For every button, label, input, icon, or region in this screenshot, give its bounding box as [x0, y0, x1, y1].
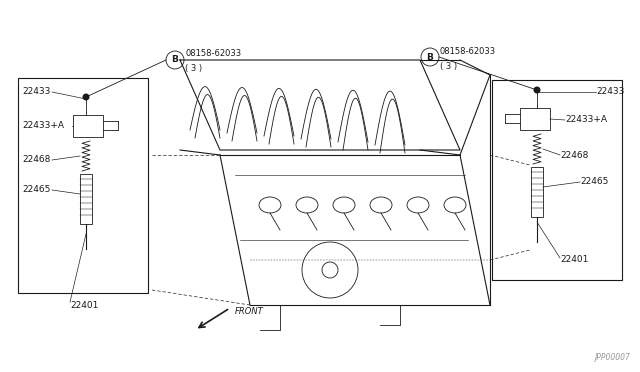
Text: ( 3 ): ( 3 ) — [185, 64, 202, 74]
Circle shape — [83, 93, 90, 100]
Bar — [531, 167, 543, 217]
Text: 08158-62033: 08158-62033 — [440, 46, 496, 55]
Text: 22433+A: 22433+A — [565, 115, 607, 125]
Text: 22465: 22465 — [22, 186, 51, 195]
Circle shape — [534, 87, 541, 93]
Text: 22401: 22401 — [70, 301, 99, 310]
Text: B: B — [172, 55, 179, 64]
Text: FRONT: FRONT — [235, 307, 264, 315]
Text: 22468: 22468 — [22, 155, 51, 164]
Bar — [18, 78, 148, 293]
Text: 22465: 22465 — [580, 177, 609, 186]
Text: JPP00007: JPP00007 — [594, 353, 630, 362]
Bar — [73, 115, 103, 137]
Text: ( 3 ): ( 3 ) — [440, 61, 457, 71]
Text: B: B — [427, 52, 433, 61]
Text: 22433: 22433 — [22, 87, 51, 96]
Bar — [80, 174, 92, 224]
Text: 08158-62033: 08158-62033 — [185, 49, 241, 58]
Text: 22401: 22401 — [560, 256, 588, 264]
Bar — [492, 80, 622, 280]
Text: 22468: 22468 — [560, 151, 588, 160]
Text: 22433+A: 22433+A — [22, 122, 64, 131]
Bar — [520, 108, 550, 130]
Text: 22433: 22433 — [596, 87, 625, 96]
